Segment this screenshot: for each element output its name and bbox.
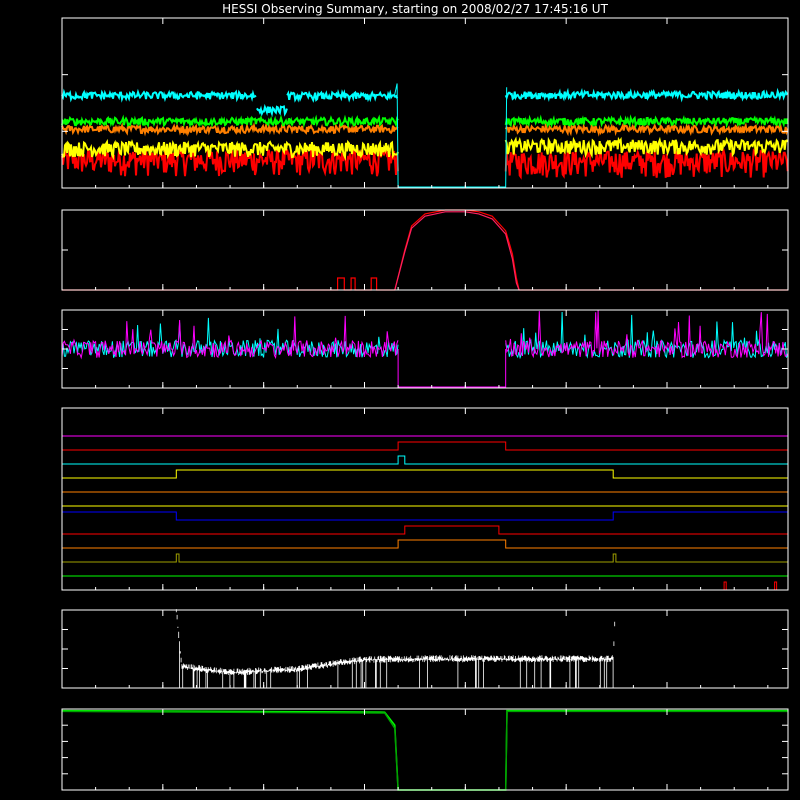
modulation-panel (61, 309, 789, 389)
series-trace (61, 145, 399, 177)
plot-frame (61, 209, 789, 291)
plot-frame (61, 708, 789, 791)
series-12-25-kev (61, 136, 789, 161)
series-lo-channel (62, 209, 788, 291)
flag-trace-sc-in-sunlight (62, 469, 788, 479)
series-trace (286, 89, 399, 103)
sas-trace (175, 609, 616, 688)
sas-panel (61, 609, 789, 689)
flags-panel (61, 407, 789, 591)
series-hi-channel (394, 211, 520, 291)
series-trace (61, 138, 399, 161)
series-trace (61, 114, 399, 129)
flag-trace-gap-flag (62, 441, 788, 451)
plot-frame (61, 609, 789, 689)
chart-title: HESSI Observing Summary, starting on 200… (222, 2, 608, 16)
series-25-50-kev (61, 114, 789, 130)
series-modulation-1 (61, 309, 789, 360)
count-rate-panel (61, 17, 789, 189)
series-50-100-kev (61, 87, 789, 118)
series-front-segments (61, 709, 788, 791)
series-trace (504, 87, 789, 103)
series-trace (256, 103, 288, 118)
livetime-panel (61, 708, 789, 791)
flag-trace-aaz-flag (62, 553, 788, 563)
series-6-12-kev (61, 121, 789, 137)
flag-trace-eclipse-flag (61, 511, 789, 521)
series-trace (61, 88, 257, 103)
series-trace (504, 114, 789, 130)
series-trace (61, 121, 399, 137)
flag-trace-particle-flag (62, 539, 788, 549)
series-trace (504, 136, 789, 159)
series-rear-segments (61, 710, 788, 791)
series-trace (504, 122, 789, 137)
series-trace (504, 147, 789, 180)
flag-trace-bad-packets (62, 581, 788, 591)
panels (61, 17, 789, 791)
particle-rate-panel (61, 209, 789, 291)
flag-trace-saa-flag (62, 525, 788, 535)
plot-frame (61, 17, 789, 189)
cyan-gap-edges (393, 83, 508, 189)
flag-trace-non-solar-event (62, 455, 788, 465)
plot-frame (61, 407, 789, 591)
